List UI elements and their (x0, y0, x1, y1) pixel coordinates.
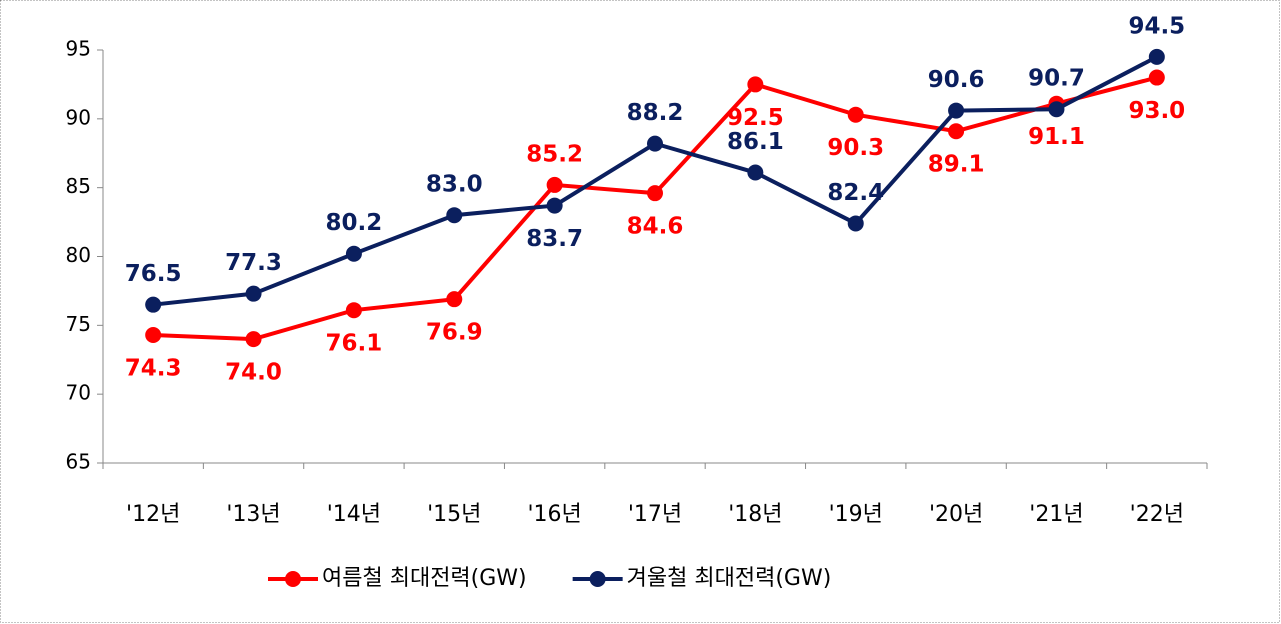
data-point (546, 176, 563, 193)
data-point (747, 164, 764, 181)
data-label: 80.2 (326, 210, 383, 236)
x-tick-label: '20년 (929, 502, 983, 527)
data-point (145, 326, 162, 343)
data-label: 86.1 (727, 129, 784, 155)
data-point (245, 285, 262, 302)
x-tick-label: '21년 (1029, 502, 1083, 527)
x-tick-label: '19년 (829, 502, 883, 527)
legend-marker (285, 571, 301, 587)
data-label: 83.7 (526, 226, 583, 252)
series-line (152, 55, 1158, 307)
x-tick-label: '18년 (728, 502, 782, 527)
data-label: 76.1 (326, 331, 383, 357)
data-label: 74.0 (225, 360, 282, 386)
data-point (345, 245, 362, 262)
data-label: 90.3 (827, 135, 884, 161)
data-point (948, 123, 965, 140)
y-tick-label: 95 (66, 37, 91, 61)
x-tick-label: '13년 (226, 502, 280, 527)
data-label: 92.5 (727, 105, 784, 131)
data-point (245, 331, 262, 348)
data-label: 91.1 (1028, 124, 1085, 150)
data-label: 76.5 (125, 261, 182, 287)
data-point (145, 296, 162, 313)
data-point (345, 302, 362, 319)
data-point (647, 185, 663, 202)
data-point (446, 207, 463, 224)
y-tick-label: 65 (66, 450, 91, 474)
x-tick-label: '17년 (628, 502, 682, 527)
y-tick-label: 70 (66, 381, 91, 405)
data-label: 85.2 (526, 141, 583, 167)
data-label: 74.3 (125, 355, 182, 381)
legend-label: 겨울철 최대전력(GW) (627, 566, 832, 591)
data-label: 90.6 (928, 67, 985, 93)
y-tick-label: 90 (66, 105, 91, 129)
y-tick-label: 85 (66, 174, 91, 198)
data-label: 89.1 (928, 152, 985, 178)
data-point (847, 106, 864, 123)
data-point (747, 76, 764, 93)
data-label: 83.0 (426, 172, 483, 198)
data-label: 88.2 (627, 100, 684, 126)
x-tick-label: '14년 (327, 502, 381, 527)
data-point (847, 215, 864, 232)
data-label: 76.9 (426, 320, 483, 346)
data-point (948, 102, 965, 119)
x-tick-label: '22년 (1130, 502, 1184, 527)
data-point (1148, 48, 1165, 65)
data-label: 93.0 (1128, 98, 1185, 124)
data-label: 90.7 (1028, 66, 1085, 92)
data-point (1148, 69, 1165, 86)
data-label: 94.5 (1128, 13, 1185, 39)
data-point (446, 291, 463, 308)
data-label: 82.4 (827, 180, 884, 206)
data-point (1048, 101, 1065, 118)
y-tick-label: 80 (66, 243, 91, 267)
y-tick-label: 75 (66, 312, 91, 336)
data-label: 77.3 (225, 250, 282, 276)
data-label: 84.6 (627, 214, 684, 240)
data-point (647, 135, 663, 152)
x-tick-label: '15년 (427, 502, 481, 527)
x-tick-label: '16년 (527, 502, 581, 527)
legend-label: 여름철 최대전력(GW) (322, 566, 527, 591)
data-point (546, 197, 563, 214)
x-tick-label: '12년 (126, 502, 180, 527)
legend-marker (589, 571, 606, 587)
